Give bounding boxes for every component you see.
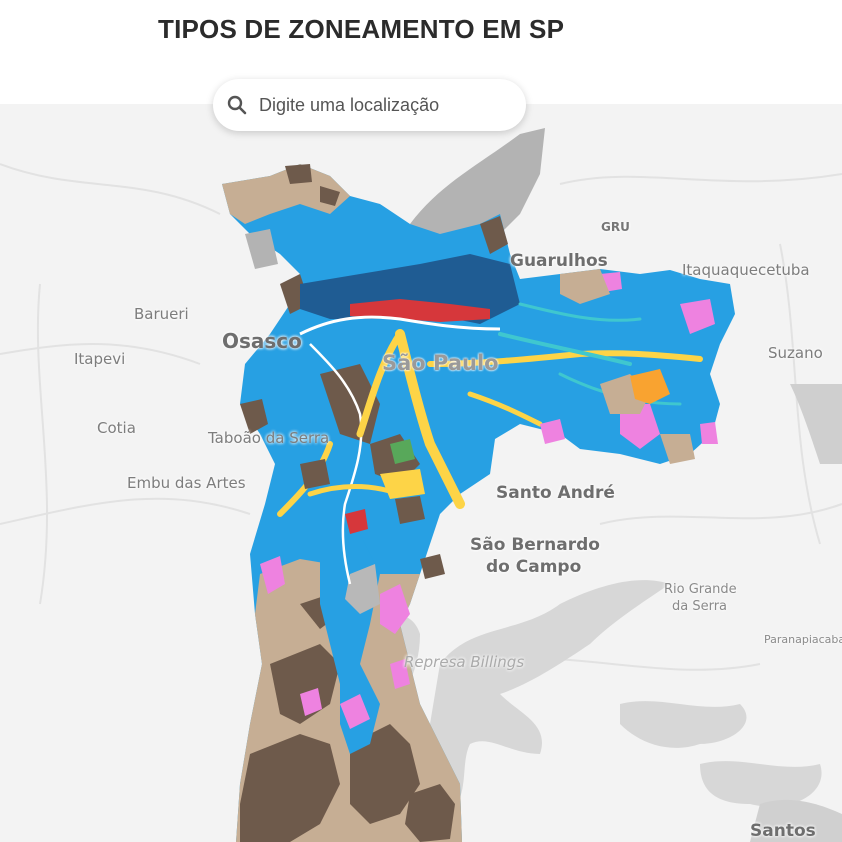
place-label: Osasco <box>222 329 302 353</box>
search-bar[interactable] <box>213 79 526 131</box>
place-label: Embu das Artes <box>127 474 246 492</box>
sp-municipality[interactable] <box>222 128 735 842</box>
place-label: Taboão da Serra <box>208 429 330 447</box>
zoning-map[interactable]: Guarulhos GRU Itaquaquecetuba Barueri Os… <box>0 104 842 842</box>
map-canvas[interactable] <box>0 104 842 842</box>
place-label: Itapevi <box>74 350 126 368</box>
place-label: Paranapiacaba <box>764 633 842 646</box>
search-input[interactable] <box>259 90 509 120</box>
page-title: TIPOS DE ZONEAMENTO EM SP <box>158 14 565 44</box>
search-icon[interactable] <box>225 93 249 117</box>
place-label: Guarulhos <box>510 251 608 271</box>
place-label: Barueri <box>134 305 189 323</box>
place-label: Itaquaquecetuba <box>682 261 810 279</box>
place-label: São Bernardo <box>470 535 600 555</box>
place-label: do Campo <box>486 557 582 577</box>
place-label: Suzano <box>768 344 823 362</box>
place-label: Represa Billings <box>404 653 525 671</box>
place-label: Cotia <box>97 419 136 437</box>
place-label: São Paulo <box>382 351 499 375</box>
santos-area <box>750 799 842 842</box>
place-label: da Serra <box>672 599 728 614</box>
place-label: GRU <box>601 220 630 234</box>
place-label: Rio Grande <box>664 582 737 597</box>
place-label: Santo André <box>496 483 615 503</box>
place-label: Santos <box>750 821 816 841</box>
